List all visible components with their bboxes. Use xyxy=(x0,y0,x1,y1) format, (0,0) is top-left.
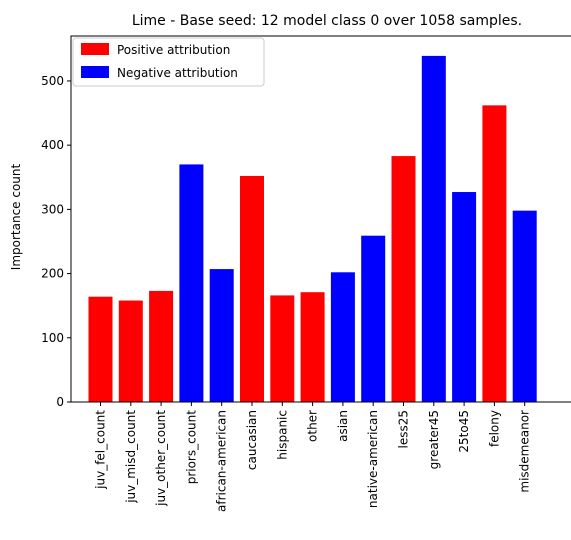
y-tick-label: 100 xyxy=(41,331,64,345)
bar-caucasian xyxy=(240,175,264,402)
bar-juv_misd_count xyxy=(118,300,143,402)
chart-title: Lime - Base seed: 12 model class 0 over … xyxy=(132,13,522,29)
x-tick-label: less25 xyxy=(397,410,411,449)
y-axis-label: Importance count xyxy=(9,163,23,270)
legend-box xyxy=(72,37,265,87)
legend-label-negative: Negative attribution xyxy=(117,66,238,80)
x-tick-label: african-american xyxy=(215,410,229,512)
legend: Positive attribution Negative attributio… xyxy=(72,37,265,87)
x-tick-label: juv_misd_count xyxy=(124,410,138,504)
x-tick-label: 25to45 xyxy=(457,410,471,453)
bar-other xyxy=(300,292,325,402)
bar-less25 xyxy=(391,156,416,402)
bar-hispanic xyxy=(270,295,295,402)
x-tick-label: juv_fel_count xyxy=(94,410,108,490)
bar-juv_other_count xyxy=(149,290,174,402)
bar-native-american xyxy=(361,235,386,402)
x-tick-label: priors_count xyxy=(184,410,198,485)
x-tick-label: other xyxy=(306,410,320,442)
plot-frame xyxy=(70,35,571,403)
bar-misdemeanor xyxy=(512,210,537,402)
bars-group xyxy=(88,55,537,402)
x-tick-label: hispanic xyxy=(275,410,289,460)
bar-african-american xyxy=(209,269,234,402)
y-axis-ticks: 0 100 200 300 400 500 xyxy=(41,74,71,409)
x-tick-label: greater45 xyxy=(427,410,441,469)
bar-asian xyxy=(330,272,355,402)
x-tick-label: asian xyxy=(336,410,350,442)
y-tick-label: 300 xyxy=(41,202,64,216)
y-tick-label: 200 xyxy=(41,267,64,281)
legend-label-positive: Positive attribution xyxy=(117,43,230,57)
x-tick-label: native-american xyxy=(366,410,380,508)
x-axis-ticks: juv_fel_count juv_misd_count juv_other_cou… xyxy=(94,402,532,512)
bar-priors_count xyxy=(179,164,204,402)
y-tick-label: 400 xyxy=(41,138,64,152)
legend-swatch-negative xyxy=(81,66,109,78)
x-tick-label: caucasian xyxy=(245,410,259,470)
y-tick-label: 0 xyxy=(56,395,64,409)
y-tick-label: 500 xyxy=(41,74,64,88)
bar-greater45 xyxy=(421,55,446,402)
bar-felony xyxy=(482,105,507,402)
x-tick-label: felony xyxy=(487,410,501,447)
legend-swatch-positive xyxy=(81,43,109,55)
x-tick-label: misdemeanor xyxy=(518,410,532,493)
bar-25to45 xyxy=(452,192,477,402)
bar-juv_fel_count xyxy=(88,296,113,402)
x-tick-label: juv_other_count xyxy=(154,410,168,507)
